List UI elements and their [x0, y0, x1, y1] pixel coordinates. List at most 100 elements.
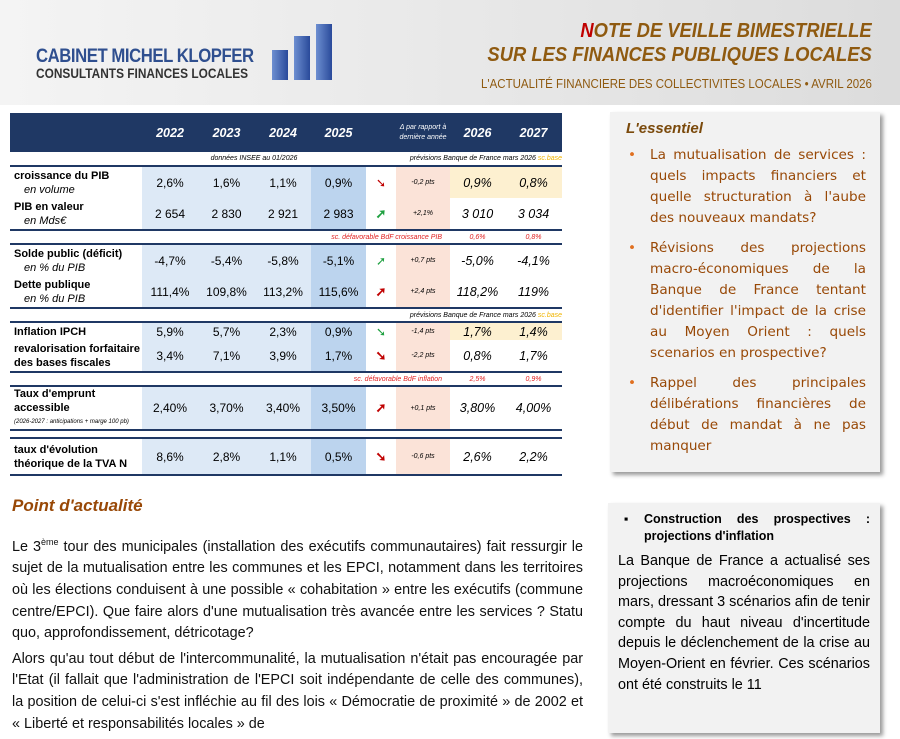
list-item: Rappel des principales délibérations fin…	[626, 373, 866, 457]
prospectives-box: Construction des prospectives : projecti…	[608, 503, 880, 733]
table-cell: 3,70%	[198, 385, 255, 431]
box-text: La Banque de France a actualisé ses proj…	[618, 553, 870, 693]
table-cell: sc. défavorable BdF inflation	[353, 375, 442, 383]
table-cell: 2 921	[255, 198, 311, 231]
table-cell	[10, 152, 142, 166]
essentiel-title: L'essentiel	[626, 120, 703, 137]
table-cell: 2,5%	[469, 375, 486, 383]
table-cell: 2 830	[198, 198, 255, 231]
trend-up-icon: ➚	[366, 198, 396, 231]
table-cell: Δ par rapport à dernière année	[396, 113, 450, 152]
scenario-row: sc. défavorable BdF croissance PIB 0,6% 0,…	[10, 230, 562, 244]
table-cell: 2,2%	[505, 437, 562, 476]
paragraph: Alors qu'au tout début de l'intercommuna…	[12, 650, 583, 732]
table-cell: 1,6%	[198, 165, 255, 198]
table-cell: -2,2 pts	[396, 340, 450, 373]
table-cell: 8,6%	[142, 437, 198, 476]
table-cell: -5,1%	[311, 243, 366, 276]
box-title: Construction des prospectives : projecti…	[618, 511, 870, 545]
trend-down-icon: ➘	[366, 340, 396, 373]
article-body: Le 3ème tour des municipales (installati…	[12, 532, 583, 739]
table-cell: Taux d'emprunt accessible (2026-2027 : an…	[10, 385, 142, 431]
table-cell: 0,9%	[525, 375, 542, 383]
table-cell: données INSEE au 01/2026	[210, 155, 298, 162]
table-cell: 0,8%	[505, 165, 562, 198]
table-cell: -4,1%	[505, 243, 562, 276]
table-cell: 3,80%	[450, 385, 505, 431]
table-cell: taux d'évolution théorique de la TVA N	[10, 437, 142, 476]
table-note-row: prévisions Banque de France mars 2026 sc…	[10, 308, 562, 322]
table-cell: 119%	[505, 276, 562, 309]
table-note-row: données INSEE au 01/2026 prévisions Banqu…	[10, 152, 562, 166]
table-cell: croissance du PIB en volume	[10, 165, 142, 198]
table-cell: -5,4%	[198, 243, 255, 276]
table-cell	[10, 113, 142, 152]
table-cell: -5,8%	[255, 243, 311, 276]
table-cell: 0,8%	[525, 233, 542, 241]
table-cell: 1,4%	[505, 321, 562, 340]
table-cell: 3,50%	[311, 385, 366, 431]
table-cell: revalorisation forfaitaire des bases fis…	[10, 340, 142, 373]
table-cell: 0,8%	[450, 340, 505, 373]
table-row: Taux d'emprunt accessible (2026-2027 : an…	[10, 385, 562, 431]
table-cell: sc. défavorable BdF croissance PIB	[331, 233, 442, 241]
table-cell: 2022	[142, 113, 198, 152]
trend-down-icon: ➘	[366, 321, 396, 340]
table-cell: 109,8%	[198, 276, 255, 309]
logo-tagline: CONSULTANTS FINANCES LOCALES	[36, 66, 249, 81]
table-cell: 2 983	[311, 198, 366, 231]
table-cell: +2,1%	[396, 198, 450, 231]
table-cell: 2023	[198, 113, 255, 152]
table-cell: 113,2%	[255, 276, 311, 309]
paragraph: Le 3ème tour des municipales (installati…	[12, 537, 583, 642]
table-cell: 2027	[505, 113, 562, 152]
trend-up-icon: ➚	[366, 385, 396, 431]
table-cell: Dette publique en % du PIB	[10, 276, 142, 309]
list-item: Révisions des projections macro-économiq…	[626, 238, 866, 364]
table-cell: 3,40%	[255, 385, 311, 431]
table-cell: 5,7%	[198, 321, 255, 340]
title-line1: NOTE DE VEILLE BIMESTRIELLE	[580, 20, 872, 42]
table-cell: 2,3%	[255, 321, 311, 340]
table-row: PIB en valeur en Mds€ 2 654 2 830 2 921 2 983…	[10, 198, 562, 231]
table-cell: 118,2%	[450, 276, 505, 309]
table-cell: 2025	[311, 113, 366, 152]
table-cell: Solde public (déficit) en % du PIB	[10, 243, 142, 276]
table-cell: 3,4%	[142, 340, 198, 373]
table-cell: 0,5%	[311, 437, 366, 476]
title-line2: SUR LES FINANCES PUBLIQUES LOCALES	[487, 44, 872, 66]
table-cell: +0,1 pts	[396, 385, 450, 431]
table-cell: 1,1%	[255, 165, 311, 198]
list-item: La mutualisation de services : quels imp…	[626, 145, 866, 229]
table-cell: -4,7%	[142, 243, 198, 276]
table-cell: 1,1%	[255, 437, 311, 476]
table-cell: 3 034	[505, 198, 562, 231]
table-row: croissance du PIB en volume 2,6% 1,6% 1,1% 0,…	[10, 165, 562, 198]
table-cell: prévisions Banque de France mars 2026 sc…	[409, 311, 562, 319]
table-cell: 5,9%	[142, 321, 198, 340]
table-cell: Inflation IPCH	[10, 321, 142, 340]
table-cell: +2,4 pts	[396, 276, 450, 309]
logo-bars-icon	[272, 24, 334, 80]
table-cell: +0,7 pts	[396, 243, 450, 276]
table-cell: 2,40%	[142, 385, 198, 431]
subtitle: L'ACTUALITÉ FINANCIERE DES COLLECTIVITES…	[481, 77, 872, 91]
table-cell	[10, 430, 562, 438]
table-cell: 0,6%	[469, 233, 486, 241]
table-cell: 2026	[450, 113, 505, 152]
table-cell: -0,6 pts	[396, 437, 450, 476]
table-cell: PIB en valeur en Mds€	[10, 198, 142, 231]
trend-down-icon: ➘	[366, 437, 396, 476]
table-cell: prévisions Banque de France mars 2026 sc…	[409, 155, 562, 162]
table-header: 2022 2023 2024 2025 Δ par rapport à dernière…	[10, 113, 562, 152]
table-row: Solde public (déficit) en % du PIB -4,7% -5…	[10, 243, 562, 276]
table-cell: -0,2 pts	[396, 165, 450, 198]
table-row: Dette publique en % du PIB 111,4% 109,8% 113…	[10, 276, 562, 309]
logo-name: CABINET MICHEL KLOPFER	[36, 46, 254, 67]
macro-indicators-table: 2022 2023 2024 2025 Δ par rapport à dernière…	[10, 113, 562, 476]
table-cell: 2,8%	[198, 437, 255, 476]
table-cell: -1,4 pts	[396, 321, 450, 340]
table-row: Inflation IPCH 5,9% 5,7% 2,3% 0,9% ➘ -1,4 pts 1…	[10, 321, 562, 340]
table-cell: 4,00%	[505, 385, 562, 431]
table-cell: 2 654	[142, 198, 198, 231]
